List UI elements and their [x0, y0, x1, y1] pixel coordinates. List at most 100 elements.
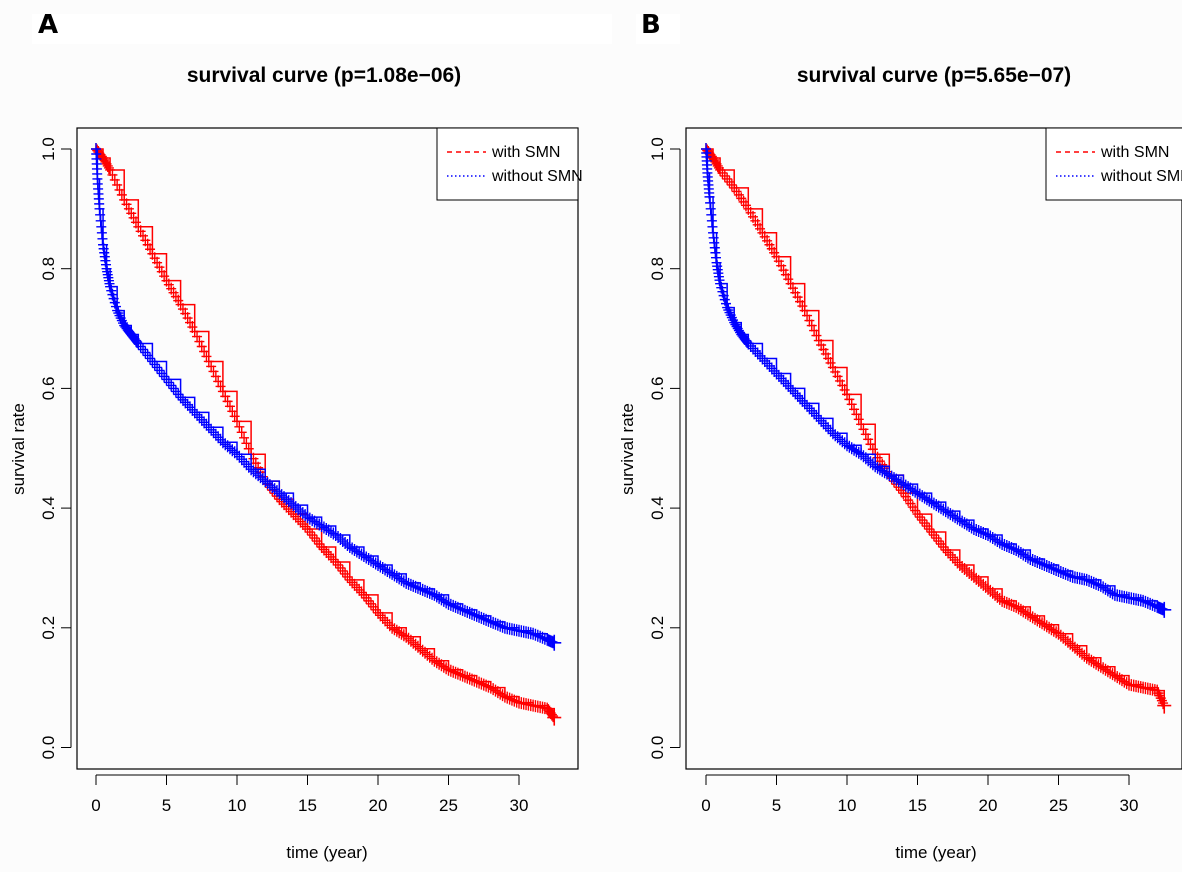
censor-mark — [717, 166, 728, 179]
censor-mark — [323, 524, 334, 537]
chart-title: survival curve (p=5.65e−07) — [797, 64, 1071, 87]
censor-mark — [797, 394, 808, 407]
censor-mark — [547, 634, 562, 651]
censor-mark — [113, 307, 124, 320]
x-tick-label: 15 — [298, 796, 317, 815]
censor-mark — [321, 523, 332, 536]
censor-mark — [842, 439, 852, 452]
censor-mark — [112, 304, 123, 317]
censor-mark — [497, 689, 508, 702]
censor-mark — [445, 598, 456, 611]
censor-mark — [467, 673, 477, 686]
censor-mark — [867, 443, 878, 456]
censor-mark — [222, 395, 233, 408]
censor-mark — [1119, 675, 1130, 688]
panel-a: A survival curve (p=1.08e−06) 0 5 10 15 20 25… — [9, 10, 612, 862]
censor-mark — [1112, 671, 1123, 684]
y-tick-label: 0.8 — [39, 257, 58, 281]
censor-mark — [483, 614, 494, 627]
y-tick-label: 0.4 — [648, 496, 667, 520]
y-tick-label: 0.6 — [648, 377, 667, 401]
censor-mark — [928, 529, 939, 542]
censor-mark — [1098, 662, 1109, 675]
censor-mark — [1027, 611, 1038, 624]
censor-mark — [933, 500, 944, 513]
censor-mark — [917, 514, 928, 527]
censor-mark — [462, 671, 473, 684]
censor-mark — [340, 567, 351, 580]
censor-mark — [309, 515, 320, 528]
censor-mark — [177, 393, 188, 406]
censor-mark — [443, 597, 454, 610]
censor-mark — [401, 576, 412, 589]
y-tick-label: 0.2 — [39, 616, 58, 640]
censor-mark — [968, 523, 979, 536]
censor-mark — [926, 496, 937, 509]
censor-mark — [116, 188, 127, 201]
censor-mark — [971, 524, 982, 537]
censor-mark — [874, 463, 885, 476]
censor-mark — [107, 168, 118, 181]
plot-series — [91, 143, 562, 726]
censor-mark — [947, 509, 958, 522]
censor-mark — [1006, 542, 1017, 554]
censor-mark — [316, 520, 327, 533]
censor-mark — [422, 585, 433, 598]
censor-mark — [196, 340, 207, 353]
censor-mark — [349, 543, 360, 556]
censor-mark — [1008, 599, 1019, 612]
censor-mark — [182, 398, 193, 411]
censor-mark — [103, 161, 114, 174]
censor-mark — [311, 535, 322, 548]
censor-mark — [163, 376, 174, 389]
censor-mark — [438, 594, 449, 607]
censor-mark — [1020, 549, 1031, 562]
x-axis: 0 5 10 15 20 25 30 — [91, 774, 528, 815]
censor-mark — [185, 401, 195, 414]
y-tick-label: 0.2 — [648, 616, 667, 640]
censor-mark — [354, 583, 365, 596]
censor-mark — [1039, 558, 1050, 571]
censor-mark — [936, 502, 946, 515]
censor-mark — [992, 535, 1003, 548]
censor-mark — [391, 570, 402, 583]
censor-mark — [811, 409, 822, 422]
censor-mark — [912, 508, 923, 521]
y-axis-label: survival rate — [618, 403, 637, 495]
censor-mark — [790, 387, 801, 400]
censor-mark — [933, 535, 944, 548]
censor-mark — [1100, 663, 1111, 676]
censor-mark — [459, 670, 470, 683]
censor-mark — [194, 335, 205, 348]
censor-mark — [175, 391, 186, 404]
censor-mark — [375, 609, 386, 622]
censor-mark — [481, 613, 492, 626]
censor-mark — [351, 545, 362, 558]
censor-mark — [1030, 554, 1040, 567]
censor-mark — [370, 557, 381, 570]
censor-mark — [952, 512, 963, 525]
censor-mark — [476, 611, 487, 624]
censor-mark — [459, 604, 470, 617]
censor-mark — [1095, 660, 1106, 673]
censor-mark — [234, 420, 245, 433]
censor-mark — [1018, 605, 1029, 618]
censor-mark — [300, 520, 311, 533]
censor-mark — [323, 548, 334, 561]
censor-mark — [957, 515, 968, 528]
censor-mark — [344, 573, 355, 586]
panel-b: B survival curve (p=5.65e−07) 0 5 10 15 20 25… — [618, 10, 1182, 862]
censor-mark — [1062, 568, 1073, 581]
censor-mark — [1044, 560, 1055, 573]
censor-mark — [488, 616, 499, 629]
censor-mark — [546, 708, 557, 721]
censor-mark — [987, 532, 998, 545]
censor-mark — [370, 603, 381, 616]
censor-mark — [201, 350, 212, 363]
censor-mark — [161, 373, 172, 386]
censor-mark — [1114, 672, 1125, 685]
censor-mark — [947, 551, 958, 564]
censor-mark — [213, 431, 224, 444]
censor-mark — [431, 656, 442, 669]
censor-mark — [879, 466, 890, 479]
